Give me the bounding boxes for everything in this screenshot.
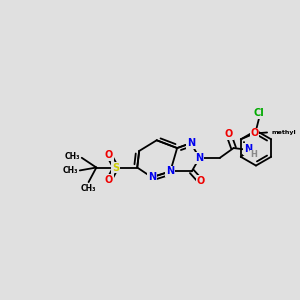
Text: H: H <box>250 150 257 159</box>
Text: S: S <box>112 163 119 172</box>
Text: O: O <box>105 175 113 185</box>
Text: Cl: Cl <box>254 108 264 118</box>
Text: O: O <box>225 129 233 140</box>
Text: O: O <box>250 128 259 139</box>
Text: N: N <box>166 167 174 176</box>
Text: N: N <box>187 138 195 148</box>
Text: CH₃: CH₃ <box>64 152 80 161</box>
Text: O: O <box>105 150 113 160</box>
Text: N: N <box>244 144 252 154</box>
Text: N: N <box>196 153 204 163</box>
Text: O: O <box>196 176 205 186</box>
Text: CH₃: CH₃ <box>62 166 78 175</box>
Text: N: N <box>148 172 156 182</box>
Text: methyl: methyl <box>272 130 297 135</box>
Text: CH₃: CH₃ <box>81 184 96 193</box>
